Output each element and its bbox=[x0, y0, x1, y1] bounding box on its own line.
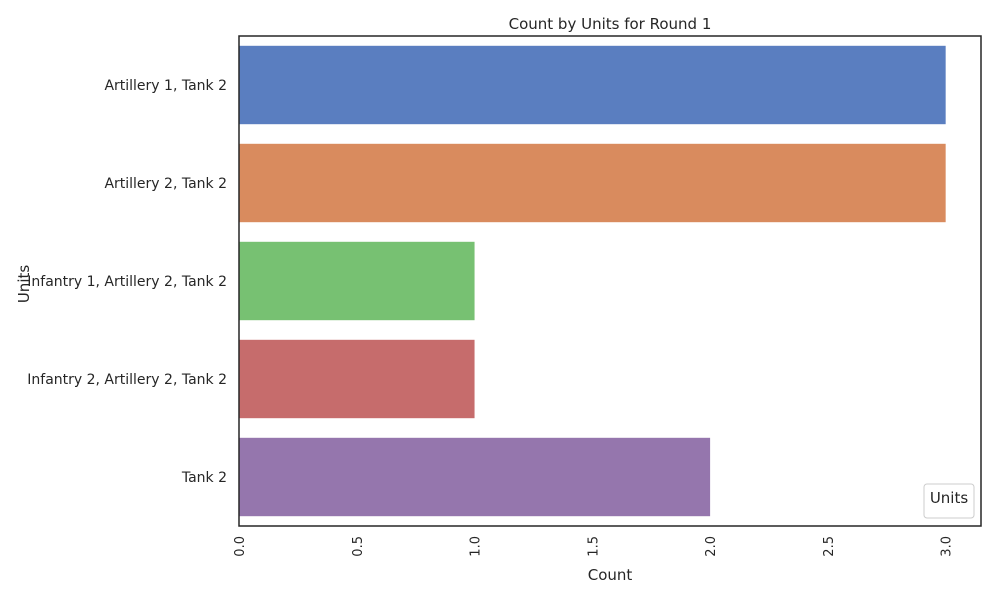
x-tick-label: 0.5 bbox=[351, 536, 366, 557]
y-axis-label: Units bbox=[15, 265, 33, 304]
bars-layer bbox=[239, 45, 946, 517]
x-tick-label: 2.0 bbox=[704, 536, 719, 557]
bar bbox=[239, 339, 475, 419]
legend-box bbox=[923, 483, 975, 519]
plot-frame bbox=[238, 35, 982, 527]
y-tick-label: Artillery 1, Tank 2 bbox=[104, 78, 227, 94]
x-tick-label: 1.5 bbox=[586, 536, 601, 557]
x-tick-labels: 0.0 0.5 1.0 1.5 2.0 2.5 3.0 bbox=[233, 536, 955, 557]
y-tick-labels: Artillery 1, Tank 2 Artillery 2, Tank 2 In… bbox=[27, 78, 227, 486]
y-tick-label: Infantry 1, Artillery 2, Tank 2 bbox=[27, 274, 227, 290]
y-tick-label: Infantry 2, Artillery 2, Tank 2 bbox=[27, 372, 227, 388]
bar bbox=[239, 241, 475, 321]
bar bbox=[239, 143, 946, 223]
legend: Units bbox=[923, 483, 975, 519]
bar bbox=[239, 437, 711, 517]
x-axis-label: Count bbox=[588, 566, 633, 584]
legend-title: Units bbox=[930, 489, 969, 507]
x-tick-label: 3.0 bbox=[940, 536, 955, 557]
bar bbox=[239, 45, 946, 125]
chart-title: Count by Units for Round 1 bbox=[509, 15, 712, 33]
x-tick-label: 1.0 bbox=[469, 536, 484, 557]
y-tick-label: Tank 2 bbox=[181, 470, 227, 486]
y-tick-label: Artillery 2, Tank 2 bbox=[104, 176, 227, 192]
x-tick-label: 2.5 bbox=[822, 536, 837, 557]
x-tick-label: 0.0 bbox=[233, 536, 248, 557]
